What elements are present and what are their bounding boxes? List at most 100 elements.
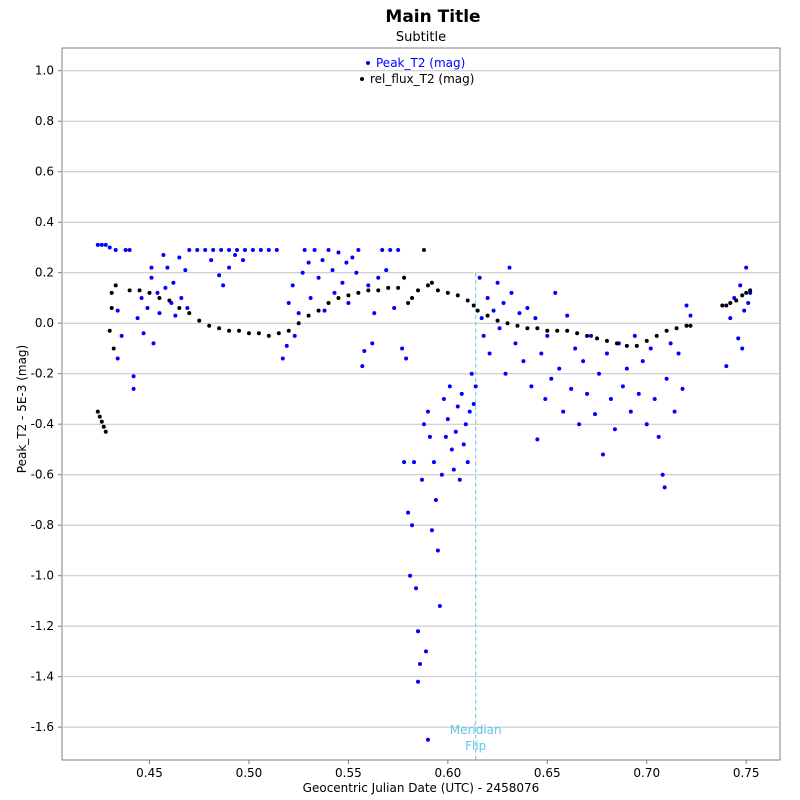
point-peak xyxy=(320,258,325,263)
point-relflux xyxy=(720,303,725,308)
y-tick-label: 0.6 xyxy=(35,165,54,179)
point-peak xyxy=(354,270,359,275)
point-peak xyxy=(316,275,321,280)
point-peak xyxy=(326,247,331,252)
point-relflux xyxy=(406,301,411,306)
point-peak xyxy=(233,253,238,258)
point-peak xyxy=(573,346,578,351)
point-peak xyxy=(481,333,486,338)
y-tick-label: -1.0 xyxy=(31,569,54,583)
point-peak xyxy=(211,247,216,252)
point-peak xyxy=(131,386,136,391)
point-peak xyxy=(447,384,452,389)
y-tick-label: -1.4 xyxy=(31,670,54,684)
point-peak xyxy=(581,359,586,364)
point-relflux xyxy=(495,318,500,323)
point-relflux xyxy=(113,283,118,288)
point-relflux xyxy=(227,328,232,333)
point-peak xyxy=(469,371,474,376)
point-relflux xyxy=(728,301,733,306)
point-peak xyxy=(503,371,508,376)
point-relflux xyxy=(515,323,520,328)
point-peak xyxy=(119,333,124,338)
point-relflux xyxy=(455,293,460,298)
x-tick-label: 0.55 xyxy=(335,766,362,780)
point-relflux xyxy=(336,295,341,300)
legend: Peak_T2 (mag) rel_flux_T2 (mag) xyxy=(360,56,474,86)
point-peak xyxy=(680,386,685,391)
point-relflux xyxy=(684,323,689,328)
y-tick-label: 0.4 xyxy=(35,215,54,229)
meridian-flip-label-2: Flip xyxy=(465,739,486,753)
x-tick-label: 0.45 xyxy=(136,766,163,780)
chart-title: Main Title xyxy=(385,7,480,27)
point-relflux xyxy=(97,414,102,419)
point-relflux xyxy=(256,331,261,336)
point-peak xyxy=(384,268,389,273)
point-peak xyxy=(668,341,673,346)
point-peak xyxy=(449,447,454,452)
point-relflux xyxy=(465,298,470,303)
point-peak xyxy=(165,265,170,270)
point-relflux xyxy=(688,323,693,328)
point-peak xyxy=(360,364,365,369)
point-peak xyxy=(561,409,566,414)
point-peak xyxy=(738,283,743,288)
point-peak xyxy=(728,316,733,321)
point-peak xyxy=(433,497,438,502)
point-peak xyxy=(346,301,351,306)
point-relflux xyxy=(744,290,749,295)
point-relflux xyxy=(177,306,182,311)
point-peak xyxy=(736,336,741,341)
point-peak xyxy=(312,247,317,252)
point-peak xyxy=(250,247,255,252)
point-relflux xyxy=(644,338,649,343)
point-peak xyxy=(290,283,295,288)
point-peak xyxy=(340,280,345,285)
point-peak xyxy=(672,409,677,414)
point-peak xyxy=(525,306,530,311)
point-relflux xyxy=(326,301,331,306)
y-tick-label: 0.8 xyxy=(35,114,54,128)
point-peak xyxy=(219,247,224,252)
point-peak xyxy=(406,510,411,515)
point-peak xyxy=(624,366,629,371)
point-peak xyxy=(608,396,613,401)
point-relflux xyxy=(109,290,114,295)
point-relflux xyxy=(316,308,321,313)
point-peak xyxy=(419,477,424,482)
point-peak xyxy=(539,351,544,356)
point-relflux xyxy=(276,331,281,336)
point-peak xyxy=(497,326,502,331)
y-tick-label: -0.8 xyxy=(31,518,54,532)
point-relflux xyxy=(386,285,391,290)
point-peak xyxy=(370,341,375,346)
point-relflux xyxy=(266,333,271,338)
point-relflux xyxy=(346,293,351,298)
point-relflux xyxy=(505,321,510,326)
point-peak xyxy=(115,308,120,313)
point-peak xyxy=(292,333,297,338)
data-series xyxy=(95,242,753,742)
point-peak xyxy=(103,242,108,247)
series-peak xyxy=(95,242,753,742)
point-peak xyxy=(380,247,385,252)
point-relflux xyxy=(475,308,480,313)
point-peak xyxy=(302,247,307,252)
point-relflux xyxy=(95,409,100,414)
point-peak xyxy=(402,460,407,465)
point-peak xyxy=(744,265,749,270)
point-peak xyxy=(533,316,538,321)
point-peak xyxy=(553,290,558,295)
legend-marker-peak xyxy=(366,61,370,65)
point-peak xyxy=(171,280,176,285)
x-tick-label: 0.70 xyxy=(633,766,660,780)
point-peak xyxy=(451,467,456,472)
point-relflux xyxy=(604,338,609,343)
point-relflux xyxy=(286,328,291,333)
point-relflux xyxy=(545,328,550,333)
point-peak xyxy=(322,308,327,313)
x-tick-label: 0.50 xyxy=(236,766,263,780)
point-peak xyxy=(330,268,335,273)
point-peak xyxy=(149,275,154,280)
